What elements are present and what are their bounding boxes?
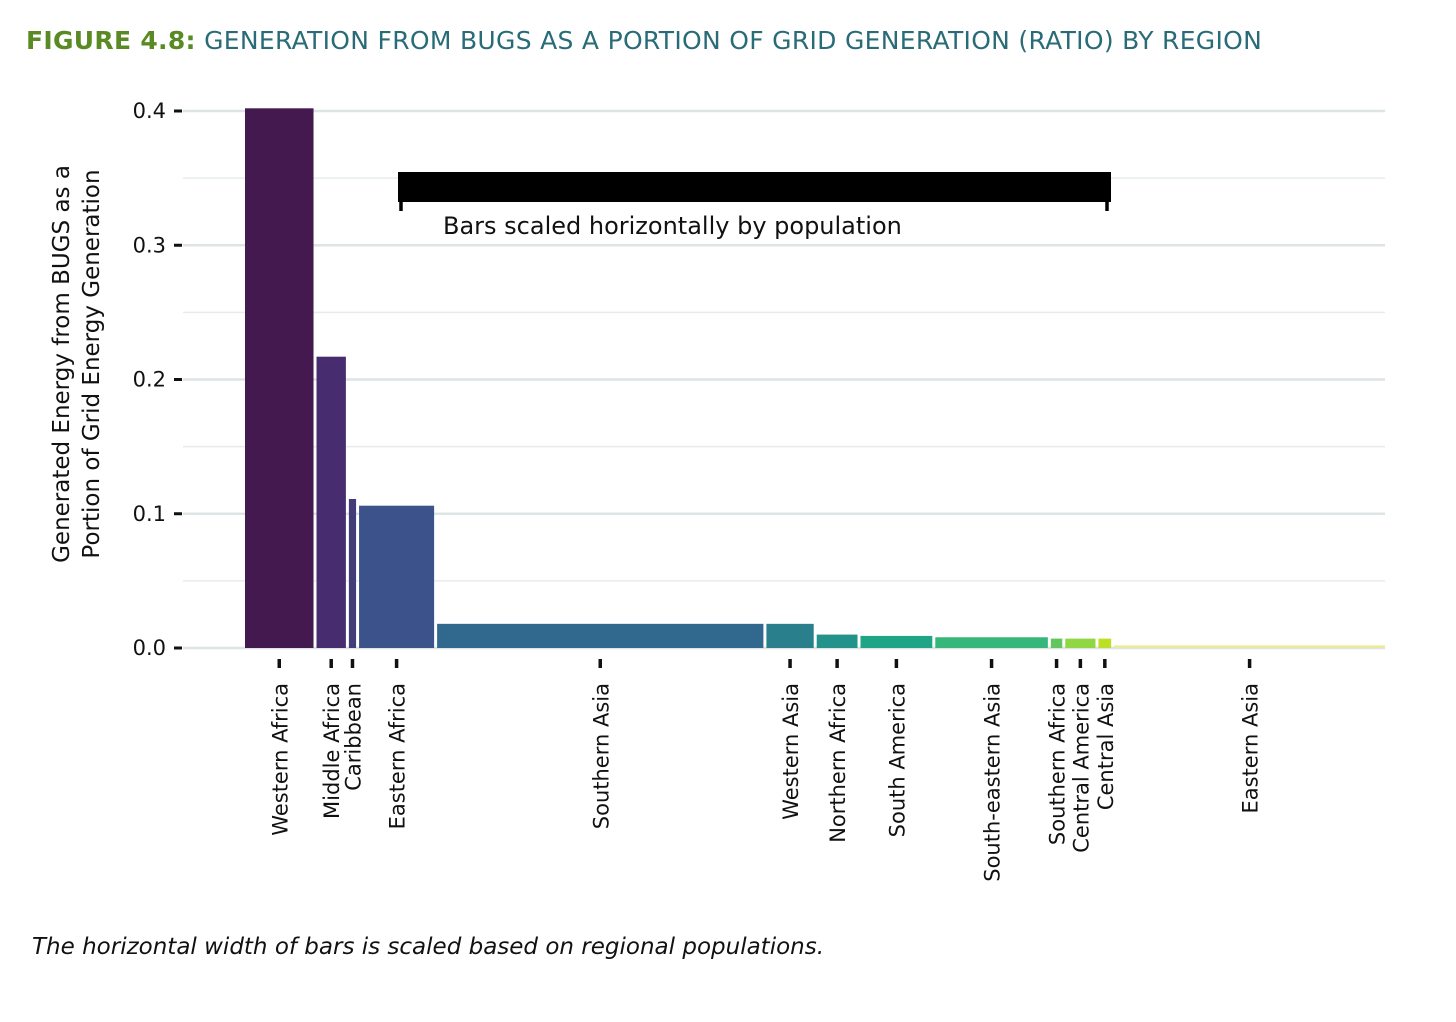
y-axis-title-line: Generated Energy from BUGS as a bbox=[49, 165, 75, 563]
bar-western-asia bbox=[766, 623, 814, 648]
bar-southern-africa bbox=[1050, 638, 1063, 648]
x-tick-label: Western Asia bbox=[779, 683, 803, 820]
x-tick-label: Eastern Asia bbox=[1239, 683, 1263, 814]
figure-title-text: GENERATION FROM BUGS AS A PORTION OF GRI… bbox=[204, 26, 1263, 55]
bar-eastern-asia bbox=[1114, 645, 1385, 648]
y-tick-label: 0.0 bbox=[133, 636, 166, 660]
bar-western-africa bbox=[245, 108, 314, 648]
annotation-text: Bars scaled horizontally by population bbox=[443, 212, 902, 240]
bar-central-asia bbox=[1098, 638, 1112, 648]
x-tick-label: South-eastern Asia bbox=[981, 683, 1005, 882]
bar-central-america bbox=[1065, 638, 1096, 648]
x-tick-label: Western Africa bbox=[268, 683, 292, 836]
x-tick-label: Central America bbox=[1069, 683, 1093, 853]
x-tick-label: Central Asia bbox=[1094, 683, 1118, 810]
population-bracket-bar bbox=[398, 172, 1111, 202]
x-tick-label: Eastern Africa bbox=[386, 683, 410, 829]
x-tick-label: Southern Africa bbox=[1046, 683, 1070, 845]
y-tick-label: 0.3 bbox=[133, 233, 166, 257]
x-tick-label: Middle Africa bbox=[320, 683, 344, 819]
y-tick-label: 0.2 bbox=[133, 368, 166, 392]
bar-south-america bbox=[860, 635, 933, 648]
annotation: Bars scaled horizontally by population bbox=[398, 172, 1111, 240]
y-tick-label: 0.1 bbox=[133, 502, 166, 526]
figure-caption: The horizontal width of bars is scaled b… bbox=[32, 934, 825, 960]
bar-chart: 0.0 0.1 0.2 0.3 0.4 Western Africa Middle Afr… bbox=[49, 99, 1385, 882]
y-axis-title: Generated Energy from BUGS as a Portion o… bbox=[49, 165, 105, 563]
x-tick-label: South America bbox=[885, 683, 909, 837]
bars bbox=[245, 108, 1385, 648]
bar-southern-asia bbox=[437, 623, 764, 648]
figure-label: FIGURE 4.8: bbox=[26, 26, 196, 55]
y-axis-title-line: Portion of Grid Energy Generation bbox=[79, 169, 105, 558]
bar-eastern-africa bbox=[359, 505, 435, 648]
y-axis: 0.0 0.1 0.2 0.3 0.4 bbox=[133, 99, 182, 660]
bar-south-eastern-asia bbox=[935, 637, 1048, 648]
figure-title: FIGURE 4.8: GENERATION FROM BUGS AS A PO… bbox=[26, 26, 1262, 55]
x-tick-label: Caribbean bbox=[341, 683, 365, 791]
bar-northern-africa bbox=[816, 634, 858, 648]
y-axis-label: Generated Energy from BUGS as a Portion o… bbox=[49, 165, 105, 563]
bar-caribbean bbox=[348, 498, 357, 648]
bar-middle-africa bbox=[316, 356, 346, 648]
x-tick-label: Northern Africa bbox=[826, 683, 850, 843]
y-tick-label: 0.4 bbox=[133, 99, 166, 123]
x-tick-label: Southern Asia bbox=[589, 683, 613, 829]
